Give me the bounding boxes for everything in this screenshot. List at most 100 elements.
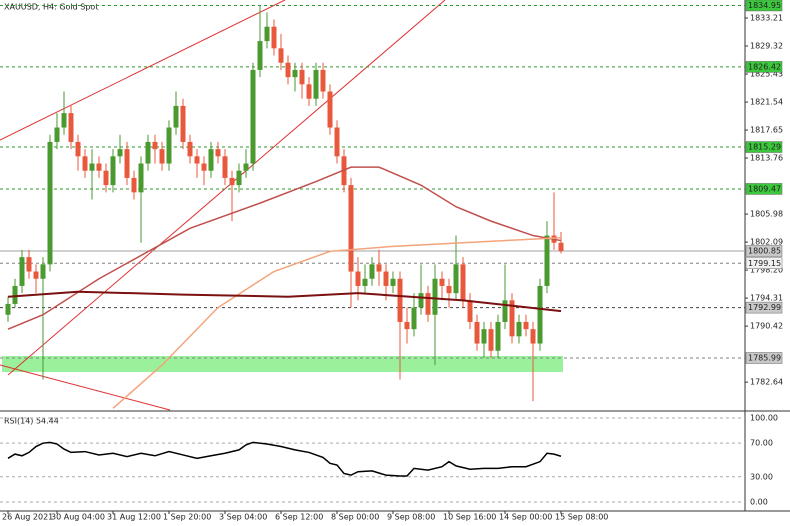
- candle-body: [145, 141, 151, 164]
- level-label: 1800.85: [748, 247, 781, 256]
- candle-body: [439, 278, 445, 286]
- candle-body: [306, 84, 312, 99]
- candle-body: [236, 170, 242, 186]
- candle-body: [411, 307, 417, 330]
- candle-body: [250, 69, 256, 164]
- candle-body: [264, 26, 270, 42]
- candle-body: [194, 156, 200, 164]
- candle-body: [229, 177, 235, 186]
- candle-body: [404, 321, 410, 330]
- level-label-box: [745, 0, 783, 12]
- candle-body: [446, 285, 452, 294]
- x-tick-label: 3 Sep 04:00: [219, 513, 267, 522]
- x-tick-label: 14 Sep 00:00: [499, 513, 552, 522]
- candle-body: [516, 321, 522, 337]
- candle-body: [544, 235, 550, 286]
- candle-body: [292, 69, 298, 78]
- candle-body: [152, 141, 158, 150]
- level-label-box: [745, 141, 783, 153]
- x-tick-label: 10 Sep 16:00: [443, 513, 496, 522]
- level-label: 1809.47: [748, 184, 781, 193]
- moving-average: [7, 166, 562, 330]
- candle-body: [348, 185, 354, 272]
- candle-body: [278, 48, 284, 63]
- support-zone: [2, 356, 563, 372]
- x-tick-label: 30 Aug 04:00: [51, 513, 105, 522]
- candle-body: [187, 141, 193, 157]
- candle-body: [481, 329, 487, 344]
- layout: [0, 0, 790, 512]
- candle-body: [362, 278, 368, 286]
- level-label: 1792.99: [748, 303, 781, 312]
- y-tick-label: 1794.31: [750, 294, 783, 303]
- candle-body: [131, 177, 137, 193]
- y-tick-label: 1825.43: [750, 70, 783, 79]
- candle-body: [327, 91, 333, 128]
- candle-body: [215, 149, 221, 157]
- candle-body: [138, 163, 144, 193]
- candle-body: [369, 264, 375, 279]
- candle-body: [530, 329, 536, 344]
- moving-average: [7, 290, 562, 313]
- x-tick-label: 8 Sep 00:00: [331, 513, 379, 522]
- y-tick-label: 1798.20: [750, 266, 783, 275]
- x-tick-label: 15 Sep 08:00: [555, 513, 608, 522]
- level-label: 1799.15: [748, 259, 781, 268]
- candle-body: [488, 329, 494, 351]
- level-label: 1834.95: [748, 1, 781, 10]
- candle-body: [558, 242, 564, 252]
- candle-body: [19, 257, 25, 286]
- candle-body: [285, 62, 291, 78]
- candle-body: [390, 278, 396, 286]
- candle-body: [61, 113, 67, 128]
- rsi-tick-label: 70.00: [750, 439, 773, 448]
- candle-body: [96, 163, 102, 171]
- trend-line: [0, 364, 171, 411]
- candle-body: [180, 105, 186, 142]
- candle-body: [173, 105, 179, 128]
- y-tick-label: 1817.65: [750, 126, 783, 135]
- candle-body: [509, 300, 515, 337]
- candle-body: [243, 163, 249, 171]
- level-label: 1785.99: [748, 354, 781, 363]
- y-tick-label: 1805.98: [750, 210, 783, 219]
- candle-body: [110, 156, 116, 186]
- level-label-box: [745, 61, 783, 73]
- y-tick-label: 1829.32: [750, 42, 783, 51]
- candle-body: [68, 113, 74, 142]
- candle-body: [201, 163, 207, 171]
- y-tick-label: 1790.42: [750, 322, 783, 331]
- y-tick-label: 1833.21: [750, 14, 783, 23]
- rsi-tick-label: 100.00: [750, 413, 778, 422]
- candle-body: [117, 149, 123, 157]
- candle-body: [47, 141, 53, 265]
- candle-body: [5, 303, 11, 315]
- candle-body: [12, 285, 18, 304]
- x-tick-label: 1 Sep 20:00: [163, 513, 211, 522]
- candle-body: [537, 285, 543, 344]
- y-tick-label: 1821.54: [750, 98, 783, 107]
- candle-body: [103, 170, 109, 186]
- rsi-tick-label: 30.00: [750, 472, 773, 481]
- level-label-box: [745, 257, 783, 270]
- candle-body: [124, 149, 130, 178]
- candle-body: [75, 141, 81, 157]
- level-label-box: [745, 183, 783, 195]
- level-label: 1826.42: [748, 62, 781, 71]
- candle-body: [257, 41, 263, 70]
- candle-body: [89, 163, 95, 171]
- x-tick-label: 26 Aug 2021: [2, 513, 53, 522]
- rsi-title: RSI(14) 54.44: [4, 417, 59, 426]
- x-tick-label: 9 Sep 08:00: [387, 513, 435, 522]
- level-label-box: [745, 245, 783, 257]
- candle-body: [397, 278, 403, 322]
- candle-body: [320, 69, 326, 92]
- candle-body: [159, 149, 165, 164]
- candle-body: [418, 293, 424, 308]
- y-tick-label: 1802.09: [750, 238, 783, 247]
- candle-body: [383, 271, 389, 286]
- level-label-box: [745, 352, 783, 364]
- moving-average: [112, 236, 562, 409]
- y-tick-label: 1782.64: [750, 378, 783, 387]
